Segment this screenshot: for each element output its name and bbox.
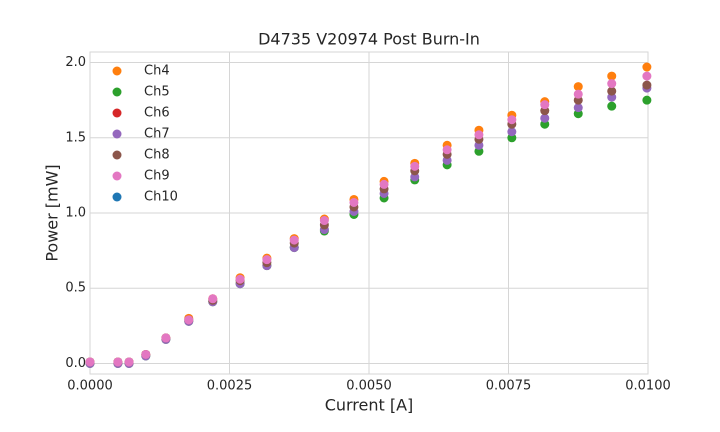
point [410,161,420,171]
point [161,333,171,343]
x-tick-label: 0.0100 [625,379,671,394]
point [607,101,617,111]
x-tick-label: 0.0025 [207,379,253,394]
point [184,315,194,325]
legend-marker [112,87,122,97]
x-tick-label: 0.0000 [67,379,113,394]
point [442,145,452,155]
point [507,127,517,137]
point [642,71,652,81]
point [540,100,550,110]
point [573,103,583,113]
chart-title: D4735 V20974 Post Burn-In [258,30,480,49]
point [124,357,134,367]
legend: Ch4 Ch5 Ch6 Ch7 Ch8 Ch9 Ch10 [112,64,178,205]
y-tick-label: 0.0 [65,356,86,371]
legend-marker [112,192,122,202]
point [113,357,123,367]
legend-marker [112,171,122,181]
point [235,274,245,284]
legend-label: Ch7 [144,127,170,142]
point [319,216,329,226]
x-tick-label: 0.0075 [486,379,532,394]
point [349,197,359,207]
point [208,294,218,304]
point [141,349,151,359]
point [642,80,652,90]
point [607,86,617,96]
point [85,357,95,367]
plot-frame [89,51,649,375]
point [573,82,583,92]
legend-label: Ch8 [144,148,170,163]
y-tick-label: 2.0 [65,55,86,70]
legend-marker [112,108,122,118]
y-tick-label: 1.5 [65,130,86,145]
point [607,79,617,89]
point [573,89,583,99]
legend-marker [112,150,122,160]
point [379,179,389,189]
legend-label: Ch4 [144,64,170,79]
legend-label: Ch9 [144,169,170,184]
point [642,62,652,72]
y-tick-label: 1.0 [65,206,86,221]
x-tick-label: 0.0050 [346,379,392,394]
point [289,235,299,245]
legend-marker [112,66,122,76]
point [540,113,550,123]
legend-label: Ch5 [144,85,170,100]
marks [85,62,652,368]
point [474,130,484,140]
point [262,255,272,265]
legend-label: Ch6 [144,106,170,121]
point [607,71,617,81]
y-axis-label: Power [mW] [43,164,62,261]
y-tick-label: 0.5 [65,281,86,296]
legend-label: Ch10 [144,190,178,205]
point [642,95,652,105]
point [507,115,517,125]
legend-marker [112,129,122,139]
x-axis-label: Current [A] [325,396,414,415]
